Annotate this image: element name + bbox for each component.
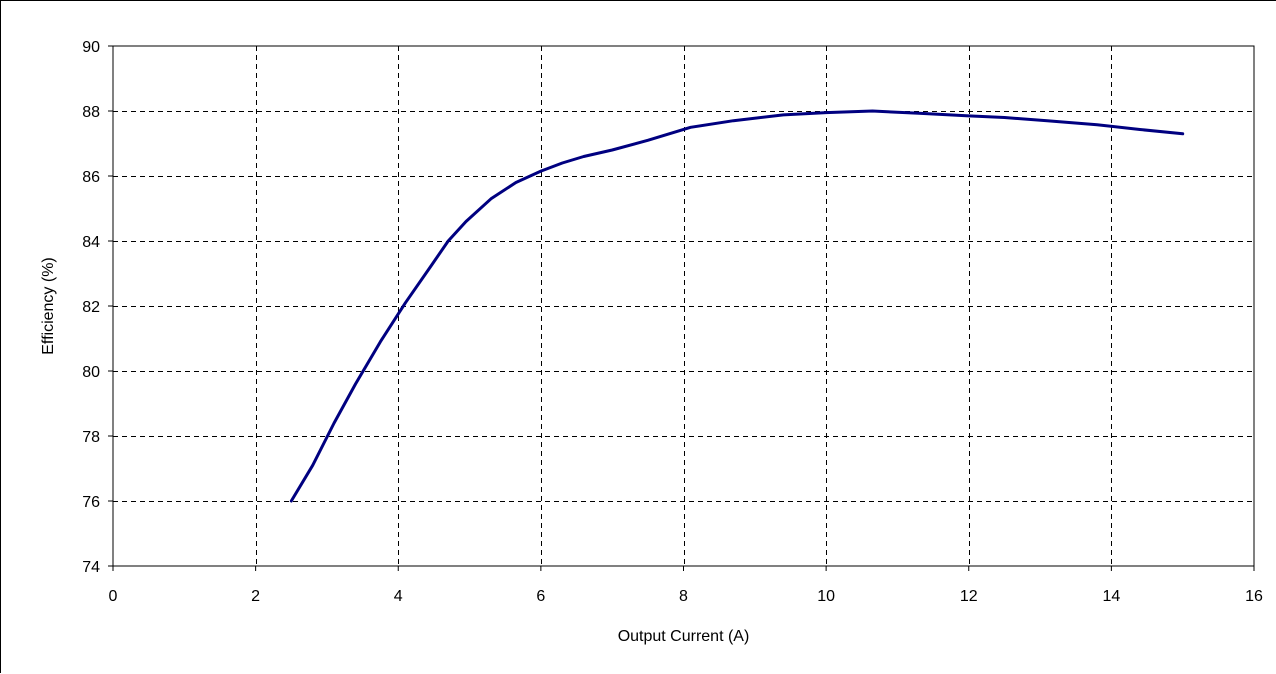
y-tick-label: 90 [82, 39, 100, 56]
grid-layer [113, 46, 1254, 566]
series-layer [289, 109, 1185, 503]
x-tick-label: 2 [251, 588, 260, 605]
y-axis-title: Efficiency (%) [40, 257, 57, 355]
y-tick-label: 76 [82, 494, 100, 511]
y-tick-label: 82 [82, 299, 100, 316]
x-tick-label: 16 [1245, 588, 1263, 605]
x-tick-label: 12 [960, 588, 978, 605]
tick-layer: 0 2 4 6 8 10 12 14 16 74 76 78 80 82 84 86 88 90 [82, 39, 1263, 605]
x-axis-title: Output Current (A) [618, 628, 750, 645]
y-tick-label: 78 [82, 429, 100, 446]
x-tick-label: 10 [817, 588, 835, 605]
y-tick-label: 84 [82, 234, 100, 251]
x-tick-label: 14 [1102, 588, 1120, 605]
y-tick-label: 74 [82, 559, 100, 576]
y-tick-label: 88 [82, 104, 100, 121]
y-tick-label: 86 [82, 169, 100, 186]
x-tick-label: 8 [679, 588, 688, 605]
x-tick-label: 6 [536, 588, 545, 605]
x-tick-label: 0 [109, 588, 118, 605]
efficiency-series-line [289, 109, 1185, 503]
x-tick-label: 4 [394, 588, 403, 605]
y-tick-label: 80 [82, 364, 100, 381]
